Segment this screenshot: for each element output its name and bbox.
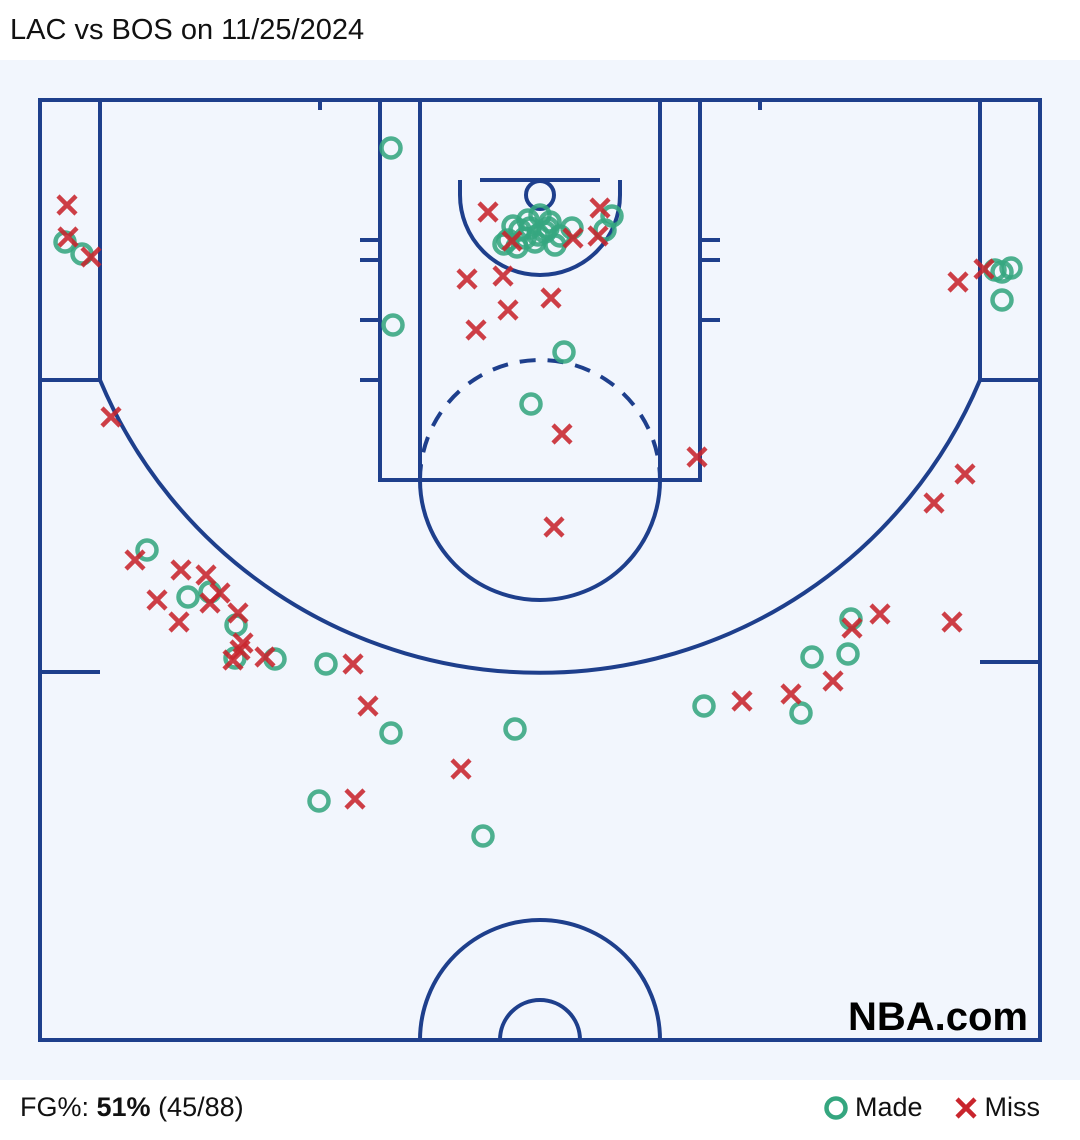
chart-title: LAC vs BOS on 11/25/2024: [10, 14, 365, 46]
made-shot: [990, 288, 1014, 312]
made-shot: [176, 585, 200, 609]
made-shot: [552, 340, 576, 364]
missed-shot: [465, 319, 487, 341]
made-shot: [836, 642, 860, 666]
missed-shot: [195, 564, 217, 586]
missed-shot: [168, 611, 190, 633]
missed-shot: [543, 516, 565, 538]
missed-shot: [57, 226, 79, 248]
shot-markers: [53, 136, 1023, 848]
missed-shot: [780, 683, 802, 705]
missed-shot: [170, 559, 192, 581]
missed-shot: [344, 788, 366, 810]
missed-shot: [731, 690, 753, 712]
missed-shot: [227, 602, 249, 624]
missed-shot: [589, 197, 611, 219]
lane-outer: [378, 98, 702, 482]
made-shot: [471, 824, 495, 848]
missed-shot: [492, 265, 514, 287]
court-background: [0, 60, 1080, 1080]
legend-miss-label: Miss: [984, 1092, 1041, 1122]
made-shot: [523, 230, 547, 254]
missed-shot: [232, 632, 254, 654]
missed-shot: [56, 194, 78, 216]
legend-miss: Miss: [953, 1092, 1041, 1123]
fg-counts: (45/88): [150, 1092, 244, 1122]
missed-shot: [124, 549, 146, 571]
missed-shot: [100, 406, 122, 428]
made-shot: [503, 717, 527, 741]
missed-shot: [947, 271, 969, 293]
made-shot: [593, 218, 617, 242]
missed-shot: [562, 227, 584, 249]
legend-made: Made: [823, 1092, 923, 1123]
made-shot: [990, 260, 1014, 284]
legend-made-label: Made: [854, 1092, 923, 1122]
missed-shot: [941, 611, 963, 633]
missed-shot: [222, 649, 244, 671]
missed-shot: [540, 287, 562, 309]
made-shot: [800, 645, 824, 669]
missed-shot: [841, 617, 863, 639]
missed-shot: [923, 492, 945, 514]
made-shot: [307, 789, 331, 813]
made-shot: [496, 228, 520, 252]
center-circle-outer: [418, 918, 662, 1041]
missed-shot: [80, 246, 102, 268]
free-throw-circle-top: [418, 358, 662, 481]
legend: Made Miss: [823, 1092, 1040, 1123]
missed-shot: [497, 299, 519, 321]
made-circle-icon: [824, 1095, 848, 1120]
fg-label: FG%:: [20, 1092, 97, 1122]
missed-shot: [456, 268, 478, 290]
miss-x-icon: [954, 1096, 977, 1119]
made-shot: [519, 392, 543, 416]
made-shot: [516, 208, 540, 232]
missed-shot: [686, 446, 708, 468]
missed-shot: [587, 225, 609, 247]
made-shot: [692, 694, 716, 718]
missed-shot: [199, 592, 221, 614]
missed-shot: [822, 670, 844, 692]
made-shot: [789, 701, 813, 725]
missed-shot: [973, 258, 995, 280]
missed-shot: [501, 230, 523, 252]
missed-shot: [551, 423, 573, 445]
made-shot: [379, 136, 403, 160]
missed-shot: [357, 695, 379, 717]
missed-shot: [869, 603, 891, 625]
made-shot: [381, 313, 405, 337]
free-throw-circle-bottom: [418, 479, 662, 602]
missed-shot: [254, 646, 276, 668]
center-circle-inner: [498, 998, 582, 1041]
fg-pct: 51%: [96, 1092, 151, 1122]
missed-shot: [477, 201, 499, 223]
court-lines: [38, 98, 1042, 1042]
missed-shot: [342, 653, 364, 675]
made-shot: [538, 210, 562, 234]
fg-summary: FG%: 51% (45/88): [20, 1092, 244, 1123]
made-shot: [314, 652, 338, 676]
made-shot: [135, 538, 159, 562]
missed-shot: [954, 463, 976, 485]
missed-shot: [146, 589, 168, 611]
made-shot: [379, 721, 403, 745]
three-point-arc: [98, 379, 982, 675]
hoop: [524, 179, 556, 211]
missed-shot: [450, 758, 472, 780]
nba-watermark: NBA.com: [848, 995, 1028, 1039]
